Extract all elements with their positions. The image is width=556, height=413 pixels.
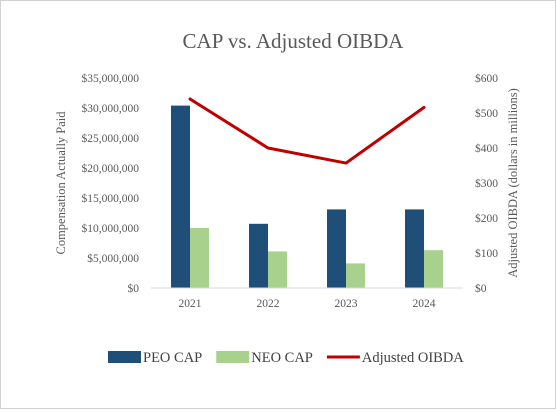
legend-label-peo-cap: PEO CAP <box>143 350 202 366</box>
bars <box>171 105 443 288</box>
x-axis-ticks: 2021 2022 2023 2024 <box>179 298 436 310</box>
x-tick-label: 2021 <box>179 298 202 310</box>
y-tick-label: $10,000,000 <box>82 222 140 235</box>
chart-title: CAP vs. Adjusted OIBDA <box>183 29 405 53</box>
bar-neo-cap <box>424 250 443 288</box>
y-tick-label: $5,000,000 <box>87 252 139 265</box>
y-tick-label: $30,000,000 <box>82 102 140 115</box>
left-axis-ticks: $0 $5,000,000 $10,000,000 $15,000,000 $20,00… <box>82 72 140 295</box>
y-axis-title: Compensation Actually Paid <box>54 111 68 255</box>
y2-tick-label: $300 <box>475 177 498 190</box>
right-axis-ticks: $0 $100 $200 $300 $400 $500 $600 <box>475 72 498 295</box>
x-tick-label: 2024 <box>413 298 436 310</box>
bar-peo-cap <box>171 105 190 288</box>
legend-swatch-neo-cap <box>216 351 250 363</box>
y-tick-label: $15,000,000 <box>82 192 140 205</box>
y-tick-label: $20,000,000 <box>82 162 140 175</box>
x-tick-label: 2022 <box>257 298 280 310</box>
bar-peo-cap <box>249 223 268 288</box>
line-adjusted-oibda <box>188 97 426 165</box>
y-tick-label: $25,000,000 <box>82 132 140 145</box>
legend-label-adjusted-oibda: Adjusted OIBDA <box>362 350 464 366</box>
bar-peo-cap <box>327 209 346 288</box>
y2-tick-label: $400 <box>475 142 498 155</box>
line-series <box>188 97 426 165</box>
bar-peo-cap <box>405 209 424 288</box>
bar-neo-cap <box>346 263 365 288</box>
bar-neo-cap <box>268 251 287 288</box>
y-tick-label: $0 <box>128 282 140 295</box>
y2-tick-label: $500 <box>475 107 498 120</box>
y2-tick-label: $0 <box>475 282 487 295</box>
legend-label-neo-cap: NEO CAP <box>251 350 313 366</box>
y2-tick-label: $100 <box>475 247 498 260</box>
bar-neo-cap <box>190 228 209 288</box>
legend: PEO CAP NEO CAP Adjusted OIBDA <box>108 350 464 366</box>
y2-tick-label: $200 <box>475 212 498 225</box>
y-tick-label: $35,000,000 <box>82 72 140 85</box>
x-tick-label: 2023 <box>335 298 358 310</box>
legend-swatch-peo-cap <box>108 351 141 363</box>
y2-axis-title: Adjusted OIBDA (dollars in millions) <box>506 88 520 278</box>
y2-tick-label: $600 <box>475 72 498 85</box>
